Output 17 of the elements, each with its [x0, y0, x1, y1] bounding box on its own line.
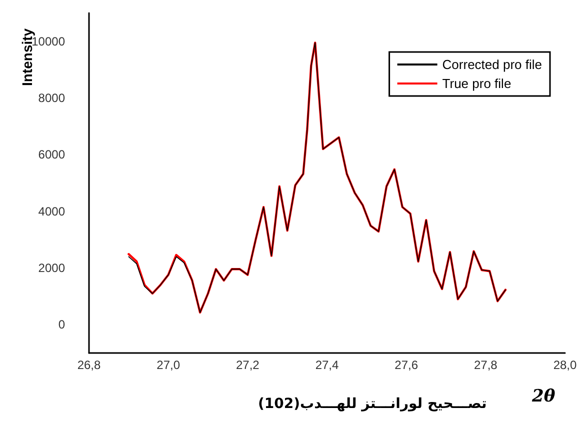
legend-label: Corrected pro file: [442, 57, 542, 72]
x-tick-label: 27,2: [236, 358, 260, 372]
x-tick-label: 26,8: [77, 358, 101, 372]
x-tick-label: 27,6: [394, 358, 418, 372]
x-axis-title: 2θ: [531, 386, 556, 406]
x-tick-label: 27,4: [315, 358, 339, 372]
x-tick-label: 27,0: [156, 358, 180, 372]
legend-label: True pro file: [442, 76, 512, 91]
x-tick-label: 28,0: [553, 358, 577, 372]
y-tick-label: 8000: [38, 91, 66, 105]
y-axis-title: Intensity: [19, 28, 35, 86]
y-tick-label: 6000: [38, 148, 66, 162]
text: تصـــحيح لورانـــتز للهـــدب(102): [258, 396, 487, 412]
y-tick-label: 4000: [38, 204, 66, 218]
x-tick-label: 27,8: [474, 358, 498, 372]
y-tick-label: 2000: [38, 261, 66, 275]
y-tick-label: 0: [58, 318, 66, 332]
